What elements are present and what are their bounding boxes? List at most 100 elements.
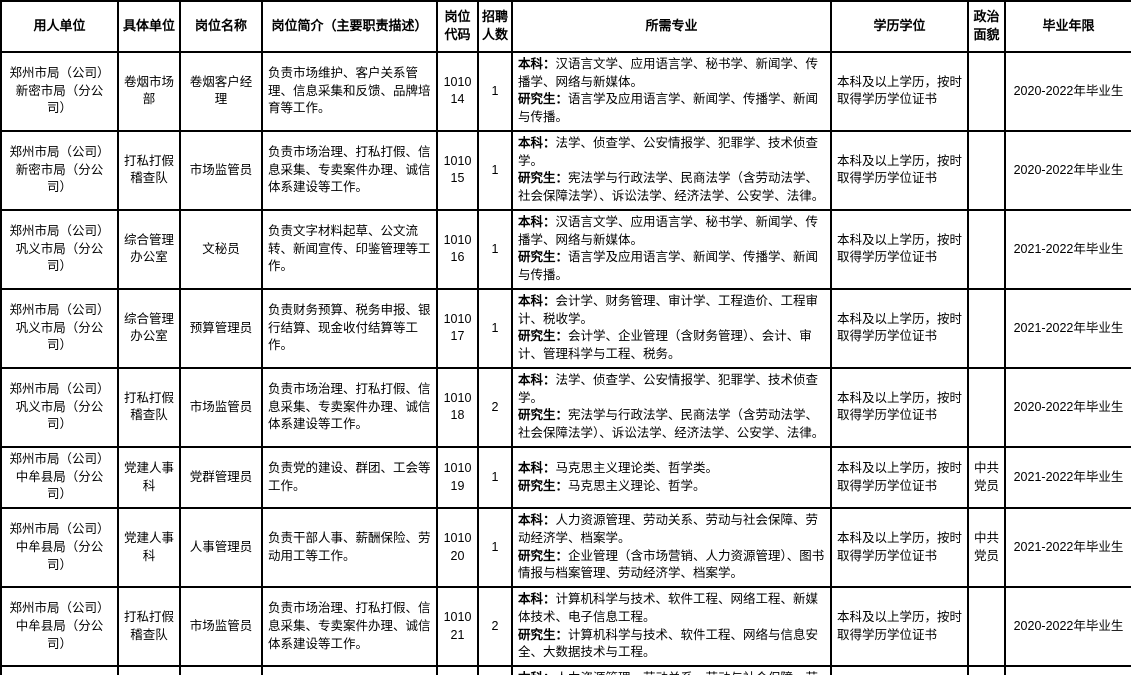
unit-cell: 综合管理办公室 xyxy=(117,287,181,369)
grad-years-cell: 2021-2022年毕业生 xyxy=(1004,507,1131,589)
employer-cell: 郑州市局（公司）新密市局（分公司） xyxy=(0,129,119,211)
unit-cell: 党建人事科 xyxy=(117,665,181,675)
col-header-duties: 岗位简介（主要职责描述） xyxy=(261,0,438,53)
code-cell: 101018 xyxy=(436,366,479,448)
undergrad-majors: 法学、侦查学、公安情报学、犯罪学、技术侦查学。 xyxy=(518,372,819,405)
grad-label: 研究生： xyxy=(518,250,569,265)
majors-cell: 本科：会计学、财务管理、审计学、工程造价、工程审计、税收学。 研究生：会计学、企… xyxy=(511,287,832,369)
majors-grad-line: 研究生：马克思主义理论、哲学。 xyxy=(518,478,825,496)
grad-years-cell: 2021-2022年毕业生 xyxy=(1004,208,1131,290)
unit-cell: 卷烟市场部 xyxy=(117,50,181,132)
position-cell: 党群管理员 xyxy=(179,445,263,510)
headcount-cell: 1 xyxy=(477,445,513,510)
table-row: 郑州市局（公司）中牟县局（分公司） 党建人事科 党群管理员 负责党的建设、群团、… xyxy=(0,445,1131,510)
majors-grad-line: 研究生：宪法学与行政法学、民商法学（含劳动法学、社会保障法学）、诉讼法学、经济法… xyxy=(518,407,825,443)
unit-cell: 打私打假稽查队 xyxy=(117,129,181,211)
political-cell: 中共党员 xyxy=(967,445,1006,510)
grad-majors: 计算机科学与技术、软件工程、网络与信息安全、大数据技术与工程。 xyxy=(518,627,819,660)
duties-cell: 负责财务预算、税务申报、银行结算、现金收付结算等工作。 xyxy=(261,287,438,369)
grad-majors: 企业管理（含市场营销、人力资源管理）、图书情报与档案管理、劳动经济学、档案学。 xyxy=(518,548,825,581)
undergrad-label: 本科： xyxy=(518,293,556,308)
undergrad-majors: 马克思主义理论类、哲学类。 xyxy=(555,460,719,475)
position-cell: 市场监管员 xyxy=(179,366,263,448)
majors-cell: 本科：人力资源管理、劳动关系、劳动与社会保障、劳动经济学、档案学。 研究生：企业… xyxy=(511,507,832,589)
unit-cell: 打私打假稽查队 xyxy=(117,366,181,448)
majors-undergrad-line: 本科：汉语言文学、应用语言学、秘书学、新闻学、传播学、网络与新媒体。 xyxy=(518,56,825,92)
grad-years-cell: 2020-2022年毕业生 xyxy=(1004,50,1131,132)
grad-majors: 会计学、企业管理（含财务管理）、会计、审计、管理科学与工程、税务。 xyxy=(518,329,812,362)
undergrad-majors: 会计学、财务管理、审计学、工程造价、工程审计、税收学。 xyxy=(518,293,819,326)
majors-grad-line: 研究生：宪法学与行政法学、民商法学（含劳动法学、社会保障法学）、诉讼法学、经济法… xyxy=(518,170,825,206)
headcount-cell: 1 xyxy=(477,129,513,211)
position-cell: 市场监管员 xyxy=(179,586,263,668)
duties-cell: 负责市场治理、打私打假、信息采集、专卖案件办理、诚信体系建设等工作。 xyxy=(261,366,438,448)
col-header-code: 岗位代码 xyxy=(436,0,479,53)
undergrad-label: 本科： xyxy=(518,671,556,675)
employer-cell: 郑州市局（公司）中牟县局（分公司） xyxy=(0,507,119,589)
grad-majors: 马克思主义理论、哲学。 xyxy=(568,478,706,493)
undergrad-label: 本科： xyxy=(518,372,556,387)
unit-cell: 党建人事科 xyxy=(117,507,181,589)
majors-undergrad-line: 本科：法学、侦查学、公安情报学、犯罪学、技术侦查学。 xyxy=(518,372,825,408)
table-row: 郑州市局（公司）巩义市局（分公司） 打私打假稽查队 市场监管员 负责市场治理、打… xyxy=(0,366,1131,448)
table-row: 郑州市局（公司）新密市局（分公司） 打私打假稽查队 市场监管员 负责市场治理、打… xyxy=(0,129,1131,211)
grad-years-cell: 2021-2022年毕业生 xyxy=(1004,287,1131,369)
majors-undergrad-line: 本科：汉语言文学、应用语言学、秘书学、新闻学、传播学、网络与新媒体。 xyxy=(518,214,825,250)
political-cell xyxy=(967,366,1006,448)
degree-cell: 本科及以上学历，按时取得学历学位证书 xyxy=(830,287,969,369)
grad-years-cell: 2020-2022年毕业生 xyxy=(1004,129,1131,211)
col-header-unit: 具体单位 xyxy=(117,0,181,53)
col-header-position: 岗位名称 xyxy=(179,0,263,53)
col-header-employer: 用人单位 xyxy=(0,0,119,53)
degree-cell: 本科及以上学历，按时取得学历学位证书 xyxy=(830,50,969,132)
unit-cell: 综合管理办公室 xyxy=(117,208,181,290)
degree-cell: 本科及以上学历，按时取得学历学位证书 xyxy=(830,586,969,668)
employer-cell: 郑州市局（公司）巩义市局（分公司） xyxy=(0,287,119,369)
code-cell: 101017 xyxy=(436,287,479,369)
political-cell xyxy=(967,129,1006,211)
code-cell: 101016 xyxy=(436,208,479,290)
duties-cell: 负责市场维护、客户关系管理、信息采集和反馈、品牌培育等工作。 xyxy=(261,50,438,132)
grad-majors: 语言学及应用语言学、新闻学、传播学、新闻与传播。 xyxy=(518,92,819,125)
employer-cell: 郑州市局（公司）巩义市局（分公司） xyxy=(0,366,119,448)
majors-cell: 本科：法学、侦查学、公安情报学、犯罪学、技术侦查学。 研究生：宪法学与行政法学、… xyxy=(511,366,832,448)
degree-cell: 本科及以上学历，按时取得学历学位证书 xyxy=(830,507,969,589)
political-cell xyxy=(967,50,1006,132)
degree-cell: 本科及以上学历，按时取得学历学位证书 xyxy=(830,129,969,211)
code-cell: 101015 xyxy=(436,129,479,211)
undergrad-label: 本科： xyxy=(518,56,556,71)
headcount-cell: 1 xyxy=(477,287,513,369)
undergrad-label: 本科： xyxy=(518,460,556,475)
majors-undergrad-line: 本科：人力资源管理、劳动关系、劳动与社会保障、劳动经济学、档案学。 xyxy=(518,512,825,548)
code-cell: 101021 xyxy=(436,586,479,668)
col-header-grad-years: 毕业年限 xyxy=(1004,0,1131,53)
employer-cell: 郑州市局（公司）荥阳市局（分公司） xyxy=(0,665,119,675)
grad-majors: 宪法学与行政法学、民商法学（含劳动法学、社会保障法学）、诉讼法学、经济法学、公安… xyxy=(518,408,825,441)
unit-cell: 打私打假稽查队 xyxy=(117,586,181,668)
undergrad-majors: 人力资源管理、劳动关系、劳动与社会保障、劳动经济学、档案学。 xyxy=(518,671,819,675)
duties-cell: 负责市场治理、打私打假、信息采集、专卖案件办理、诚信体系建设等工作。 xyxy=(261,586,438,668)
undergrad-label: 本科： xyxy=(518,592,556,607)
duties-cell: 负责干部人事、薪酬保险、劳动用工等工作。 xyxy=(261,507,438,589)
undergrad-majors: 计算机科学与技术、软件工程、网络工程、新媒体技术、电子信息工程。 xyxy=(518,592,819,624)
majors-grad-line: 研究生：会计学、企业管理（含财务管理）、会计、审计、管理科学与工程、税务。 xyxy=(518,328,825,364)
grad-years-cell: 2021-2022年毕业生 xyxy=(1004,665,1131,675)
grad-years-cell: 2020-2022年毕业生 xyxy=(1004,586,1131,668)
grad-label: 研究生： xyxy=(518,408,569,423)
duties-cell: 负责市场治理、打私打假、信息采集、专卖案件办理、诚信体系建设等工作。 xyxy=(261,129,438,211)
degree-cell: 本科及以上学历，按时取得学历学位证书 xyxy=(830,366,969,448)
majors-undergrad-line: 本科：马克思主义理论类、哲学类。 xyxy=(518,460,825,478)
position-cell: 文秘员 xyxy=(179,208,263,290)
undergrad-majors: 人力资源管理、劳动关系、劳动与社会保障、劳动经济学、档案学。 xyxy=(518,513,819,545)
table-body: 郑州市局（公司）新密市局（分公司） 卷烟市场部 卷烟客户经理 负责市场维护、客户… xyxy=(0,50,1131,675)
table-row: 郑州市局（公司）荥阳市局（分公司） 党建人事科 人事管理员 负责干部人事、薪酬保… xyxy=(0,665,1131,675)
col-header-political: 政治面貌 xyxy=(967,0,1006,53)
headcount-cell: 1 xyxy=(477,665,513,675)
political-cell xyxy=(967,287,1006,369)
grad-label: 研究生： xyxy=(518,92,569,107)
majors-cell: 本科：法学、侦查学、公安情报学、犯罪学、技术侦查学。 研究生：宪法学与行政法学、… xyxy=(511,129,832,211)
undergrad-majors: 汉语言文学、应用语言学、秘书学、新闻学、传播学、网络与新媒体。 xyxy=(518,56,819,89)
col-header-degree: 学历学位 xyxy=(830,0,969,53)
code-cell: 101014 xyxy=(436,50,479,132)
